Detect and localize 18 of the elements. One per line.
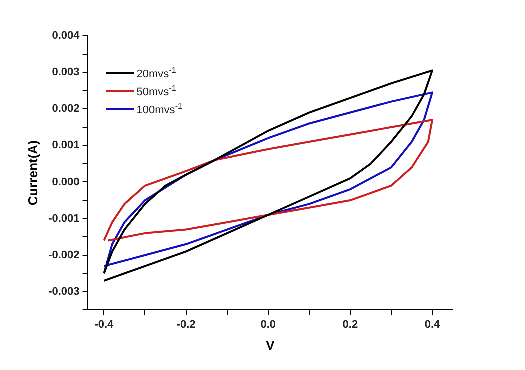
legend-label: 50mvs$^{-1}$ (136, 84, 176, 98)
y-axis-title: Current(A) (25, 140, 40, 206)
y-tick-label: 0.000 (52, 176, 80, 188)
x-tick-label: 0.2 (342, 318, 358, 331)
y-tick-label: -0.003 (48, 286, 80, 298)
y-tick-label: 0.004 (52, 30, 81, 42)
y-tick-label: -0.002 (48, 249, 80, 262)
legend-label: 20mvs$^{-1}$ (136, 66, 176, 80)
x-tick-label: -0.4 (94, 318, 115, 331)
y-tick-label: 0.002 (52, 103, 80, 116)
y-tick-label: -0.001 (48, 212, 80, 225)
x-tick-label: 0.4 (424, 318, 442, 331)
y-tick-label: 0.001 (52, 140, 80, 152)
legend-label: 100mvs$^{-1}$ (136, 102, 182, 116)
y-tick-label: 0.003 (52, 66, 80, 79)
x-axis-title: V (266, 338, 276, 353)
x-tick-label: 0.0 (260, 318, 276, 331)
x-tick-label: -0.2 (176, 318, 196, 331)
